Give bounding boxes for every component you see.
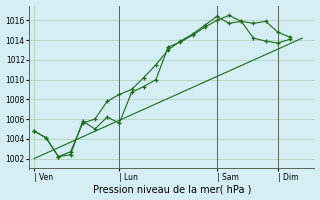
X-axis label: Pression niveau de la mer( hPa ): Pression niveau de la mer( hPa ) <box>92 184 251 194</box>
